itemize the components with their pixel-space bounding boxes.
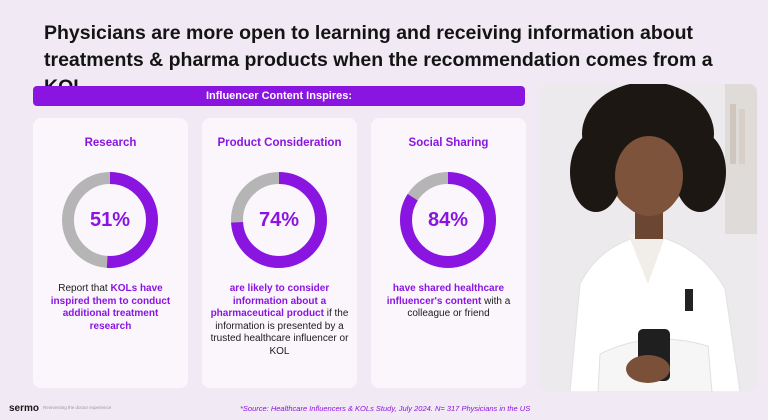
donut-value-arc (400, 172, 496, 268)
section-banner: Influencer Content Inspires: (33, 86, 525, 106)
card-title: Product Consideration (217, 137, 342, 149)
percent-label: 51% (89, 208, 131, 231)
card-description: Report that KOLs have inspired them to c… (41, 283, 180, 333)
physician-photo (540, 84, 757, 392)
donut-chart: 84% (397, 169, 499, 271)
card-description: have shared healthcare influencer's cont… (379, 283, 518, 321)
stat-card-product-consideration: Product Consideration 74% are likely to … (202, 118, 357, 388)
stat-card-social-sharing: Social Sharing 84% have shared healthcar… (371, 118, 526, 388)
card-title: Research (84, 137, 137, 149)
desc-text: with a colleague or friend (407, 295, 511, 320)
donut-chart: 74% (228, 169, 330, 271)
desc-highlight: KOLs have inspired them to conduct addit… (50, 283, 171, 332)
card-title: Social Sharing (408, 137, 489, 149)
donut-chart: 51% (59, 169, 161, 271)
sermo-logo: sermo (9, 403, 40, 414)
stat-card-research: Research 51% Report that KOLs have inspi… (33, 118, 188, 388)
desc-text: Report that (58, 283, 111, 294)
percent-label: 74% (258, 208, 300, 231)
desc-highlight: have shared healthcare influencer's cont… (386, 283, 505, 307)
donut-value-arc (231, 172, 327, 268)
desc-text: if the information is presented by a tru… (210, 308, 349, 357)
desc-highlight: are likely to consider information about… (210, 283, 330, 320)
donut-value-arc (62, 172, 158, 268)
percent-label: 84% (427, 208, 469, 231)
card-description: are likely to consider information about… (210, 283, 349, 359)
logo-tagline: Reinventing the doctor experience (43, 405, 112, 410)
source-footnote: *Source: Healthcare Influencers & KOLs S… (240, 404, 531, 413)
